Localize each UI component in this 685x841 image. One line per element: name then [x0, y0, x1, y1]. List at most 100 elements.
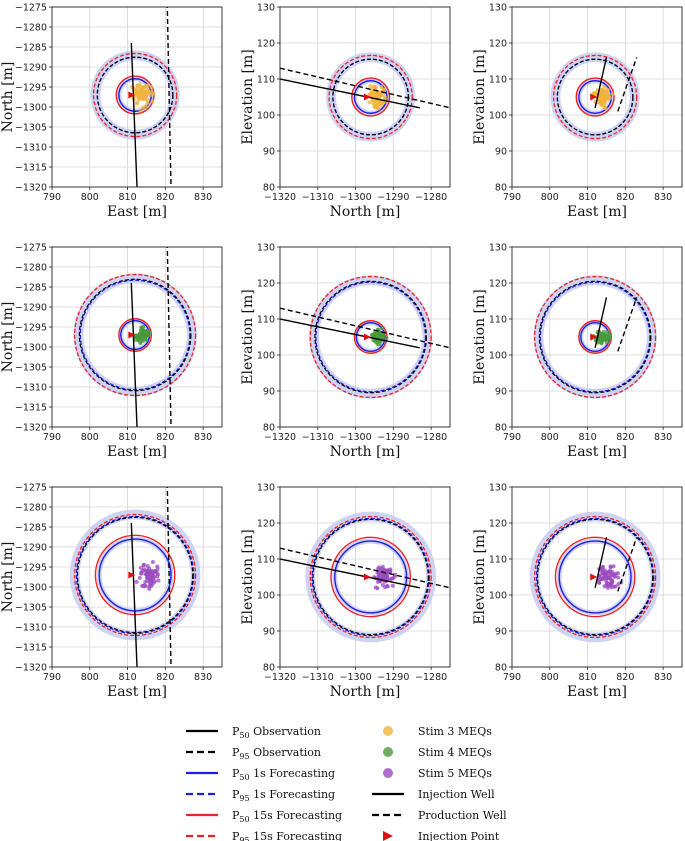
plot-area [529, 511, 661, 643]
y-tick-label: 120 [257, 38, 275, 49]
production-well-line [280, 307, 450, 349]
y-axis-label: North [m] [0, 62, 16, 133]
y-tick-label: −1280 [15, 262, 47, 273]
y-tick-label: 120 [257, 518, 275, 529]
legend-label: Stim 5 MEQs [418, 767, 492, 780]
y-axis-label: Elevation [m] [240, 289, 256, 384]
meq-point [140, 88, 145, 93]
production-well-line [280, 547, 450, 589]
x-tick-label: 790 [503, 672, 521, 683]
y-tick-label: 80 [495, 422, 507, 433]
meq-point [599, 88, 604, 93]
production-well-line [617, 57, 638, 112]
x-tick-label: −1290 [377, 432, 409, 443]
meq-point [145, 568, 150, 573]
x-tick-label: 820 [156, 432, 174, 443]
axes-frame [511, 246, 683, 428]
y-tick-label: −1315 [15, 642, 47, 653]
y-tick-label: 130 [257, 482, 275, 493]
y-tick-label: −1310 [15, 142, 47, 153]
legend-label: Injection Well [418, 788, 495, 801]
y-tick-label: 80 [495, 182, 507, 193]
y-tick-label: 100 [489, 110, 507, 121]
meq-point [377, 342, 382, 347]
meq-point [597, 580, 602, 585]
injection-point-marker [590, 573, 598, 581]
legend-label: P50 Observation [232, 725, 321, 740]
production-well-line [280, 67, 450, 109]
production-well-line [617, 297, 638, 352]
p95-observation-circle [312, 518, 429, 636]
y-tick-label: −1315 [15, 162, 47, 173]
injection-point-marker [128, 91, 136, 99]
meq-point [393, 572, 398, 577]
meq-point [603, 336, 608, 341]
meq-point [605, 329, 610, 334]
y-tick-label: 90 [263, 146, 275, 157]
x-axis-label: North [m] [330, 444, 401, 460]
x-tick-label: 830 [194, 192, 212, 203]
y-tick-label: 120 [489, 518, 507, 529]
meq-point [143, 572, 148, 577]
x-tick-label: 820 [616, 672, 634, 683]
x-tick-label: 800 [541, 432, 559, 443]
meq-point [599, 98, 604, 103]
p95-observation-circle [96, 56, 174, 134]
meq-point [602, 84, 607, 89]
meq-point [147, 330, 152, 335]
meq-point [607, 572, 612, 577]
x-tick-label: −1310 [302, 672, 334, 683]
x-tick-label: −1290 [377, 672, 409, 683]
meq-point [609, 580, 614, 585]
meq-point [141, 106, 146, 111]
meq-point [601, 103, 606, 108]
p95-15s-circle [534, 275, 657, 399]
panel-grid: 790 800 810 820 830 −1275 −1280 −1285 −1290 −1295… [0, 2, 683, 700]
p95-15s-circle [309, 515, 432, 639]
p95-15s-circle [552, 54, 638, 140]
meq-point [134, 579, 139, 584]
y-tick-label: 130 [489, 482, 507, 493]
meq-point [608, 565, 613, 570]
p50-1s-circle [558, 540, 632, 614]
x-tick-label: −1280 [415, 432, 447, 443]
meq-point [139, 325, 144, 330]
x-tick-label: −1300 [339, 192, 371, 203]
x-tick-label: 800 [81, 432, 99, 443]
injection-well-line [280, 318, 420, 349]
x-tick-label: −1300 [339, 672, 371, 683]
y-tick-label: −1305 [15, 602, 47, 613]
y-tick-label: −1285 [15, 282, 47, 293]
legend-marker [383, 726, 393, 736]
meq-point [383, 585, 388, 590]
y-axis-label: Elevation [m] [472, 529, 488, 624]
injection-well-line [130, 522, 138, 667]
meq-point [603, 89, 608, 94]
meq-point [141, 563, 146, 568]
plot-area [280, 52, 450, 142]
meq-point [150, 572, 155, 577]
panel-side-view-east-1: 790 800 810 820 830 80 90 100 110 120 130 East [m] E… [472, 2, 683, 220]
meq-point [367, 100, 372, 105]
y-tick-label: 130 [489, 242, 507, 253]
panel-side-view-east-2: 790 800 810 820 830 80 90 100 110 120 130 East [m] E… [472, 242, 683, 460]
x-tick-label: −1310 [302, 192, 334, 203]
p95-observation-circle [332, 58, 410, 136]
x-tick-label: 820 [616, 192, 634, 203]
meq-point [390, 583, 395, 588]
injection-point-marker [363, 573, 371, 581]
y-tick-label: 100 [489, 590, 507, 601]
meq-point [380, 567, 385, 572]
y-tick-label: 110 [489, 314, 507, 325]
y-tick-label: 130 [489, 2, 507, 13]
y-tick-label: −1280 [15, 22, 47, 33]
y-axis-label: Elevation [m] [472, 49, 488, 144]
y-tick-label: −1295 [15, 322, 47, 333]
x-tick-label: 790 [43, 672, 61, 683]
axes-frame [279, 246, 451, 428]
x-tick-label: −1320 [264, 672, 296, 683]
meq-point [145, 98, 150, 103]
y-tick-label: −1285 [15, 42, 47, 53]
x-tick-label: 820 [156, 672, 174, 683]
